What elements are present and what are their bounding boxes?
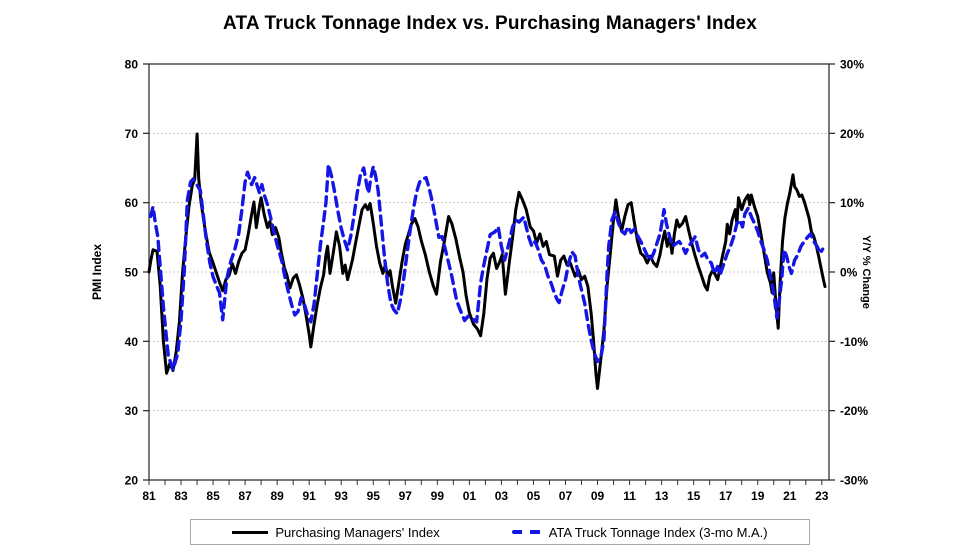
x-tick-label: 89 <box>270 489 284 503</box>
tonnage-line <box>148 162 825 372</box>
x-tick-label: 09 <box>591 489 605 503</box>
x-tick-label: 91 <box>303 489 317 503</box>
legend-label-pmi: Purchasing Managers' Index <box>275 524 440 540</box>
x-tick-label: 87 <box>238 489 252 503</box>
y-right-tick-label: -10% <box>840 335 868 349</box>
legend: Purchasing Managers' Index ATA Truck Ton… <box>190 519 810 545</box>
y-right-tick-label: 20% <box>840 127 864 141</box>
y-left-tick-label: 30 <box>125 404 139 418</box>
x-tick-label: 19 <box>751 489 765 503</box>
x-tick-label: 17 <box>719 489 733 503</box>
x-tick-label: 15 <box>687 489 701 503</box>
x-tick-label: 05 <box>527 489 541 503</box>
y-left-axis-title: PMI Index <box>90 243 104 301</box>
y-left-tick-label: 80 <box>125 58 139 72</box>
chart-title: ATA Truck Tonnage Index vs. Purchasing M… <box>222 13 758 34</box>
x-tick-label: 11 <box>623 489 636 503</box>
tonnage-line-swatch-icon <box>511 530 542 534</box>
x-tick-label: 03 <box>495 489 509 503</box>
x-tick-label: 97 <box>399 489 413 503</box>
legend-item-pmi: Purchasing Managers' Index <box>232 524 440 540</box>
y-right-tick-label: -20% <box>840 404 868 418</box>
y-right-tick-label: 30% <box>840 58 864 72</box>
y-left-tick-label: 40 <box>125 335 139 349</box>
y-left-tick-label: 70 <box>125 127 139 141</box>
x-tick-label: 07 <box>559 489 573 503</box>
pmi-line <box>147 132 827 390</box>
x-tick-label: 01 <box>463 489 477 503</box>
y-left-tick-label: 60 <box>125 196 139 210</box>
x-tick-label: 21 <box>783 489 797 503</box>
x-tick-label: 99 <box>431 489 445 503</box>
y-right-tick-label: 10% <box>840 196 864 210</box>
x-tick-label: 95 <box>367 489 381 503</box>
x-tick-label: 83 <box>174 489 188 503</box>
y-left-tick-label: 50 <box>125 266 139 280</box>
x-tick-label: 23 <box>815 489 829 503</box>
x-tick-label: 13 <box>655 489 669 503</box>
legend-label-tonnage: ATA Truck Tonnage Index (3-mo M.A.) <box>548 524 768 540</box>
x-tick-label: 93 <box>335 489 349 503</box>
x-tick-label: 85 <box>206 489 220 503</box>
pmi-line-swatch-icon <box>232 530 269 534</box>
y-left-tick-label: 20 <box>125 474 139 488</box>
y-right-axis-title: Y/Y % Change <box>860 235 872 309</box>
y-right-tick-label: -30% <box>840 474 868 488</box>
x-tick-label: 81 <box>142 489 156 503</box>
y-right-tick-label: 0% <box>840 266 858 280</box>
legend-item-tonnage: ATA Truck Tonnage Index (3-mo M.A.) <box>511 524 768 540</box>
